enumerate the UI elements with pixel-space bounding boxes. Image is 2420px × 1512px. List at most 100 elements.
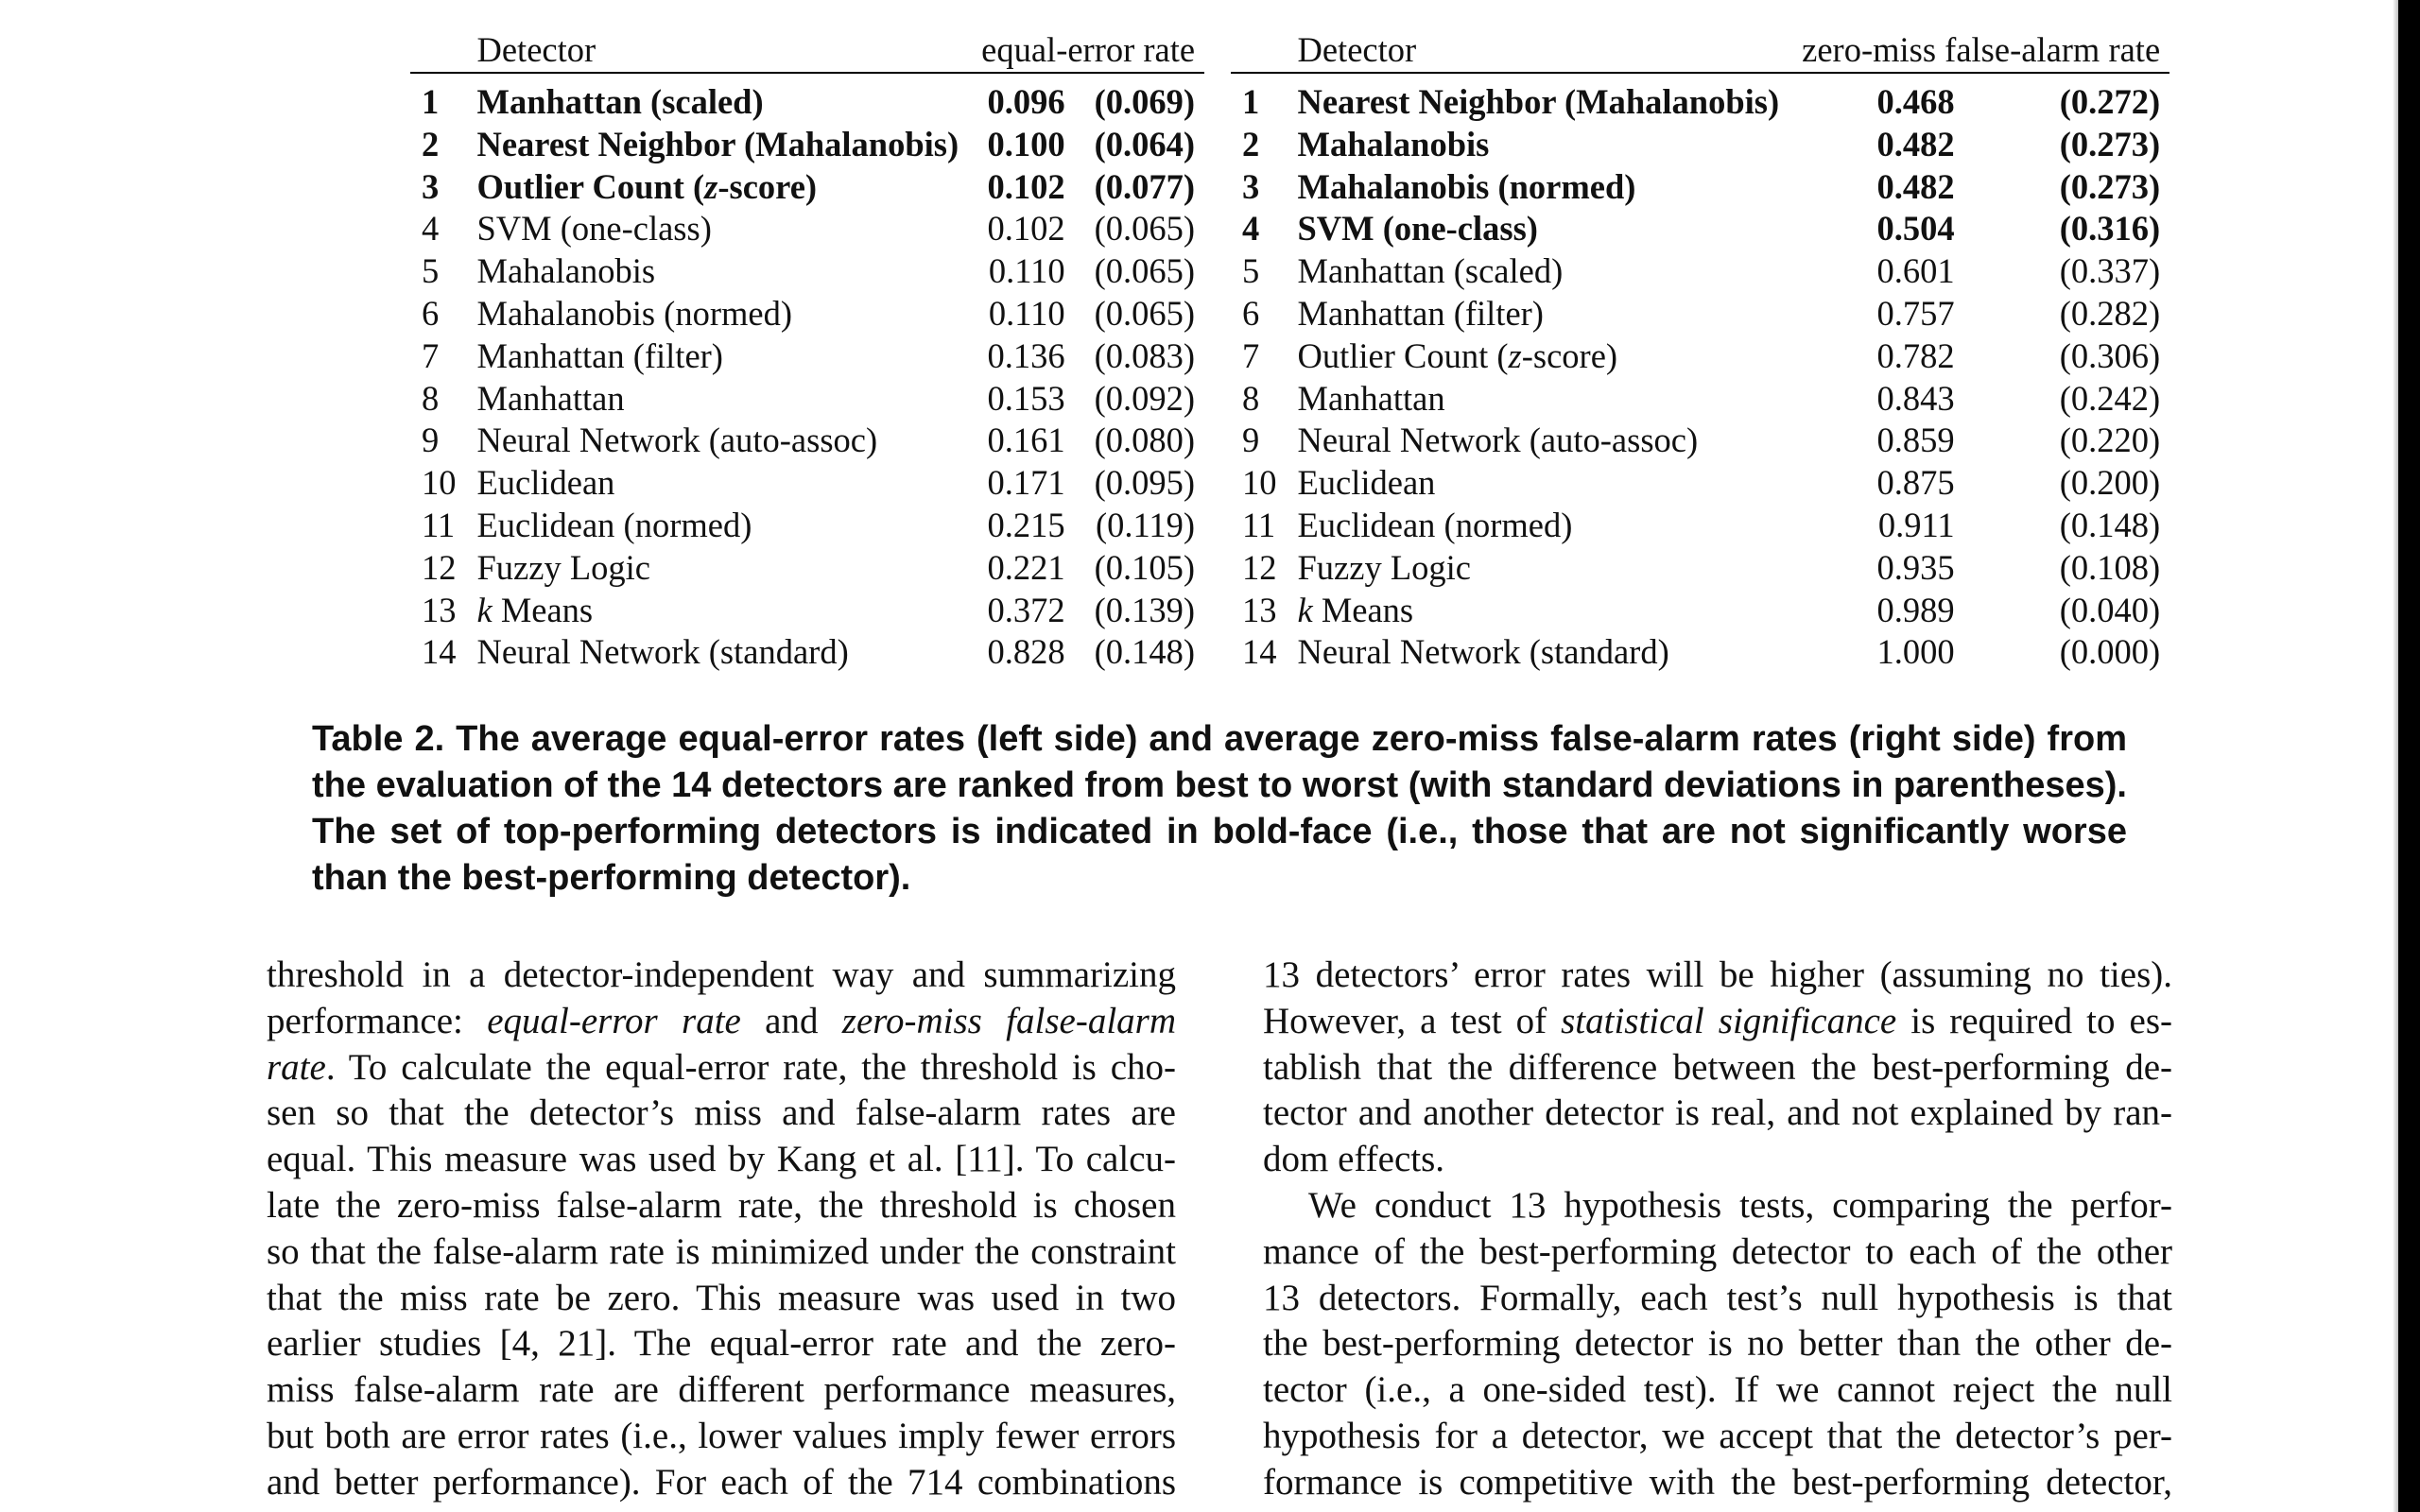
std-dev-cell: (0.080) xyxy=(1094,421,1196,460)
std-dev-cell: (0.000) xyxy=(2059,632,2161,672)
rate-value-cell: 0.482 xyxy=(1876,166,1955,206)
text-line: tablish that the difference between the … xyxy=(1263,1046,2172,1088)
text-line: hypothesis for a detector, we accept tha… xyxy=(1263,1415,2172,1456)
std-dev-cell: (0.065) xyxy=(1094,251,1196,291)
table-row: 14 Neural Network (standard) 1.000 (0.000) xyxy=(1231,631,2169,674)
detector-column-header: Detector xyxy=(476,28,982,74)
std-dev-cell: (0.065) xyxy=(1094,293,1196,333)
table-row: 2 Mahalanobis 0.482 (0.273) xyxy=(1231,124,2169,166)
text-line: tector and another detector is real, and… xyxy=(1263,1092,2172,1134)
table-row: 1 Nearest Neighbor (Mahalanobis) 0.468 (0.2… xyxy=(1231,81,2169,124)
std-dev-cell: (0.220) xyxy=(2059,421,2161,460)
text-line: rate. To calculate the equal-error rate,… xyxy=(267,1046,1176,1088)
rate-value-cell: 0.504 xyxy=(1876,209,1955,249)
rate-value-cell: 0.171 xyxy=(987,463,1065,503)
table-row: 2 Nearest Neighbor (Mahalanobis) 0.100 (0.0… xyxy=(410,124,1204,166)
rate-value-cell: 0.153 xyxy=(987,378,1065,418)
table-body: 1 Nearest Neighbor (Mahalanobis) 0.468 (0.2… xyxy=(1231,81,2169,674)
detector-name-cell: Nearest Neighbor (Mahalanobis) xyxy=(476,124,959,163)
std-dev-cell: (0.077) xyxy=(1094,166,1196,206)
rate-value-cell: 0.215 xyxy=(987,505,1065,544)
detector-name-cell: Mahalanobis xyxy=(1297,124,1490,163)
detector-name-cell: SVM (one-class) xyxy=(476,209,712,249)
detector-name-cell: Mahalanobis xyxy=(476,251,656,291)
std-dev-cell: (0.273) xyxy=(2059,124,2161,163)
std-dev-cell: (0.119) xyxy=(1096,505,1196,544)
detector-name-cell: Euclidean (normed) xyxy=(1297,505,1573,544)
rank-cell: 8 xyxy=(1242,378,1260,418)
table-row: 14 Neural Network (standard) 0.828 (0.148) xyxy=(410,631,1204,674)
table-row: 7 Outlier Count (z-score) 0.782 (0.306) xyxy=(1231,335,2169,378)
std-dev-cell: (0.272) xyxy=(2059,82,2161,121)
rank-cell: 7 xyxy=(422,335,440,375)
rank-cell: 2 xyxy=(422,124,440,163)
text-line: threshold in a detector-independent way … xyxy=(267,954,1176,995)
detector-name-cell: Manhattan (scaled) xyxy=(476,82,764,121)
table-row: 3 Outlier Count (z-score) 0.102 (0.077) xyxy=(410,166,1204,209)
rank-cell: 14 xyxy=(1242,632,1277,672)
rank-cell: 1 xyxy=(1242,82,1260,121)
std-dev-cell: (0.282) xyxy=(2059,293,2161,333)
text-line: miss false-alarm rate are different perf… xyxy=(267,1369,1176,1411)
std-dev-cell: (0.040) xyxy=(2059,590,2161,629)
rank-cell: 1 xyxy=(422,82,440,121)
table-row: 5 Manhattan (scaled) 0.601 (0.337) xyxy=(1231,250,2169,293)
rank-cell: 4 xyxy=(422,209,440,249)
table-row: 11 Euclidean (normed) 0.215 (0.119) xyxy=(410,505,1204,547)
rank-cell: 6 xyxy=(1242,293,1260,333)
std-dev-cell: (0.306) xyxy=(2059,335,2161,375)
text-line: We conduct 13 hypothesis tests, comparin… xyxy=(1308,1184,2172,1226)
detector-name-cell: Outlier Count (z-score) xyxy=(1297,335,1618,375)
table-row: 7 Manhattan (filter) 0.136 (0.083) xyxy=(410,335,1204,378)
rate-value-cell: 0.100 xyxy=(987,124,1065,163)
text-line: and better performance). For each of the… xyxy=(267,1461,1176,1503)
table-row: 6 Mahalanobis (normed) 0.110 (0.065) xyxy=(410,293,1204,335)
rate-value-cell: 0.935 xyxy=(1876,547,1955,587)
rank-cell: 8 xyxy=(422,378,440,418)
rank-cell: 10 xyxy=(422,463,457,503)
std-dev-cell: (0.273) xyxy=(2059,166,2161,206)
detector-name-cell: Nearest Neighbor (Mahalanobis) xyxy=(1297,82,1780,121)
table-row: 13 k Means 0.989 (0.040) xyxy=(1231,590,2169,632)
detector-name-cell: Fuzzy Logic xyxy=(1297,547,1471,587)
text-line: earlier studies [4, 21]. The equal-error… xyxy=(267,1323,1176,1365)
detector-name-cell: Manhattan (filter) xyxy=(1297,293,1544,333)
detector-name-cell: Mahalanobis (normed) xyxy=(1297,166,1636,206)
table-row: 10 Euclidean 0.875 (0.200) xyxy=(1231,462,2169,505)
body-text-right-column: 13 detectors’ error rates will be higher… xyxy=(1263,953,2172,1506)
detector-name-cell: Manhattan (scaled) xyxy=(1297,251,1564,291)
std-dev-cell: (0.139) xyxy=(1094,590,1196,629)
table-row: 9 Neural Network (auto-assoc) 0.859 (0.220) xyxy=(1231,420,2169,462)
rank-cell: 4 xyxy=(1242,209,1260,249)
std-dev-cell: (0.092) xyxy=(1094,378,1196,418)
table-row: 12 Fuzzy Logic 0.221 (0.105) xyxy=(410,547,1204,590)
rate-value-cell: 0.757 xyxy=(1876,293,1955,333)
rank-cell: 2 xyxy=(1242,124,1260,163)
table-row: 6 Manhattan (filter) 0.757 (0.282) xyxy=(1231,293,2169,335)
std-dev-cell: (0.316) xyxy=(2059,209,2161,249)
rate-value-cell: 0.161 xyxy=(987,421,1065,460)
text-line: late the zero-miss false-alarm rate, the… xyxy=(267,1184,1176,1226)
detector-name-cell: k Means xyxy=(476,590,594,629)
rate-value-cell: 0.372 xyxy=(987,590,1065,629)
rank-cell: 3 xyxy=(1242,166,1260,206)
table-row: 3 Mahalanobis (normed) 0.482 (0.273) xyxy=(1231,166,2169,209)
text-line: so that the false-alarm rate is minimize… xyxy=(267,1230,1176,1272)
table-header-row: Detector equal-error rate xyxy=(410,28,1205,74)
rank-cell: 10 xyxy=(1242,463,1277,503)
rank-cell: 13 xyxy=(422,590,457,629)
table-row: 4 SVM (one-class) 0.504 (0.316) xyxy=(1231,208,2169,250)
rate-value-cell: 0.859 xyxy=(1876,421,1955,460)
detector-name-cell: Neural Network (auto-assoc) xyxy=(1297,421,1699,460)
rank-cell: 11 xyxy=(422,505,456,544)
detector-name-cell: Neural Network (standard) xyxy=(476,632,849,672)
zero-miss-false-alarm-rate-table: Detector zero-miss false-alarm rate 1 Nea… xyxy=(1231,28,2170,674)
rank-cell: 5 xyxy=(422,251,440,291)
rate-value-cell: 0.110 xyxy=(988,251,1065,291)
rank-cell: 9 xyxy=(422,421,440,460)
rate-value-cell: 0.482 xyxy=(1876,124,1955,163)
rate-value-cell: 0.911 xyxy=(1877,505,1955,544)
metric-column-header: equal-error rate xyxy=(981,28,1205,74)
std-dev-cell: (0.200) xyxy=(2059,463,2161,503)
detector-name-cell: Manhattan xyxy=(1297,378,1445,418)
